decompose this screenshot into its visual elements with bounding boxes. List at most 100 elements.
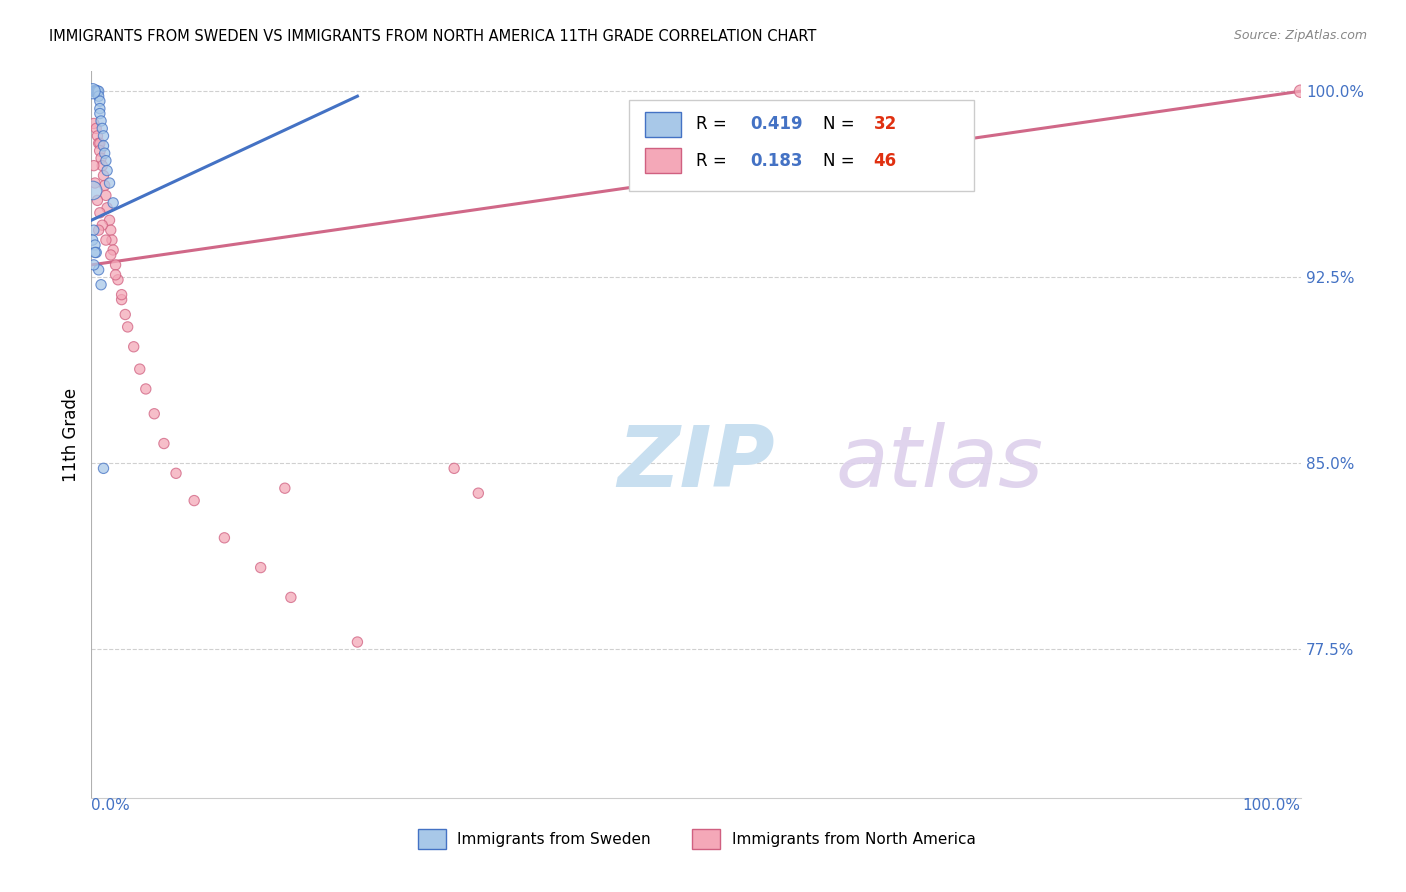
- Point: [84, 245, 107, 260]
- Point: [84, 84, 107, 98]
- Text: 32: 32: [873, 115, 897, 134]
- Point: [89, 206, 111, 220]
- Point: [249, 560, 271, 574]
- Text: 100.0%: 100.0%: [1243, 798, 1301, 814]
- Point: [104, 268, 127, 282]
- Text: R =: R =: [696, 152, 733, 169]
- Point: [153, 436, 176, 450]
- Text: 0.183: 0.183: [751, 152, 803, 169]
- Text: N =: N =: [823, 115, 860, 134]
- Point: [93, 128, 115, 143]
- Point: [100, 248, 122, 262]
- Point: [165, 467, 187, 481]
- Point: [101, 195, 124, 210]
- Point: [93, 169, 115, 183]
- Text: Source: ZipAtlas.com: Source: ZipAtlas.com: [1233, 29, 1367, 43]
- Text: 0.0%: 0.0%: [91, 798, 131, 814]
- FancyBboxPatch shape: [630, 101, 974, 191]
- Point: [82, 233, 104, 247]
- Point: [93, 178, 115, 193]
- Point: [83, 84, 105, 98]
- Point: [98, 176, 121, 190]
- Point: [89, 136, 111, 151]
- Point: [83, 258, 105, 272]
- Point: [114, 308, 136, 322]
- Y-axis label: 11th Grade: 11th Grade: [62, 388, 80, 482]
- Point: [82, 84, 104, 98]
- Point: [86, 194, 108, 208]
- Text: IMMIGRANTS FROM SWEDEN VS IMMIGRANTS FROM NORTH AMERICA 11TH GRADE CORRELATION C: IMMIGRANTS FROM SWEDEN VS IMMIGRANTS FRO…: [49, 29, 817, 45]
- Point: [83, 116, 105, 130]
- Point: [93, 461, 115, 475]
- Point: [87, 223, 110, 237]
- Point: [98, 213, 121, 227]
- Point: [90, 277, 112, 292]
- Point: [87, 89, 110, 103]
- Point: [183, 493, 205, 508]
- Point: [214, 531, 236, 545]
- Point: [84, 245, 107, 260]
- Point: [90, 151, 112, 165]
- Point: [111, 293, 132, 307]
- Text: 0.419: 0.419: [751, 115, 803, 134]
- Point: [101, 233, 124, 247]
- Point: [84, 176, 107, 190]
- Point: [135, 382, 157, 396]
- Point: [82, 184, 104, 198]
- Point: [96, 163, 118, 178]
- Text: R =: R =: [696, 115, 733, 134]
- Point: [86, 84, 108, 98]
- Point: [87, 263, 110, 277]
- Point: [94, 233, 117, 247]
- FancyBboxPatch shape: [645, 112, 682, 136]
- Point: [91, 218, 114, 232]
- Point: [93, 138, 115, 153]
- Point: [87, 136, 110, 151]
- Point: [346, 635, 368, 649]
- Point: [89, 102, 111, 116]
- Point: [84, 84, 107, 98]
- Point: [84, 84, 107, 98]
- Point: [107, 273, 129, 287]
- Point: [93, 146, 115, 161]
- Text: ZIP: ZIP: [617, 423, 775, 506]
- Point: [86, 84, 108, 98]
- Text: N =: N =: [823, 152, 860, 169]
- Text: 46: 46: [873, 152, 897, 169]
- FancyBboxPatch shape: [645, 148, 682, 173]
- Point: [143, 407, 166, 421]
- FancyBboxPatch shape: [692, 829, 720, 849]
- Point: [443, 461, 465, 475]
- Point: [100, 223, 122, 237]
- Point: [91, 159, 114, 173]
- Point: [128, 362, 150, 376]
- Point: [87, 84, 110, 98]
- Point: [90, 114, 112, 128]
- Point: [83, 159, 105, 173]
- Point: [94, 188, 117, 202]
- Point: [111, 287, 132, 301]
- Point: [104, 258, 127, 272]
- Point: [86, 128, 108, 143]
- Point: [96, 201, 118, 215]
- Point: [84, 84, 107, 98]
- Point: [84, 121, 107, 136]
- Point: [101, 243, 124, 257]
- Point: [91, 121, 114, 136]
- FancyBboxPatch shape: [418, 829, 446, 849]
- Text: Immigrants from Sweden: Immigrants from Sweden: [457, 831, 650, 847]
- Point: [274, 481, 297, 495]
- Text: atlas: atlas: [835, 423, 1043, 506]
- Point: [89, 106, 111, 120]
- Point: [84, 238, 107, 252]
- Point: [122, 340, 145, 354]
- Point: [1289, 84, 1312, 98]
- Point: [117, 320, 139, 334]
- Text: Immigrants from North America: Immigrants from North America: [733, 831, 976, 847]
- Point: [467, 486, 489, 500]
- Point: [89, 144, 111, 158]
- Point: [83, 223, 105, 237]
- Point: [94, 153, 117, 168]
- Point: [89, 94, 111, 108]
- Point: [280, 591, 302, 605]
